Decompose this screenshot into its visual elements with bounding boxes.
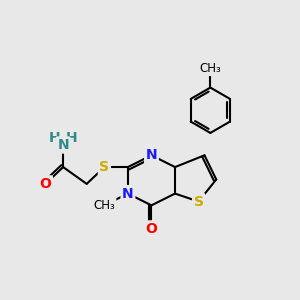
Text: H: H bbox=[66, 131, 77, 145]
Text: N: N bbox=[122, 187, 134, 201]
Text: CH₃: CH₃ bbox=[94, 199, 115, 212]
Text: N: N bbox=[57, 138, 69, 152]
Text: O: O bbox=[40, 177, 51, 191]
Text: O: O bbox=[146, 222, 158, 236]
Text: H: H bbox=[49, 131, 61, 145]
Text: CH₃: CH₃ bbox=[200, 62, 221, 75]
Text: N: N bbox=[146, 148, 157, 162]
Text: S: S bbox=[99, 160, 110, 174]
Text: S: S bbox=[194, 194, 204, 208]
